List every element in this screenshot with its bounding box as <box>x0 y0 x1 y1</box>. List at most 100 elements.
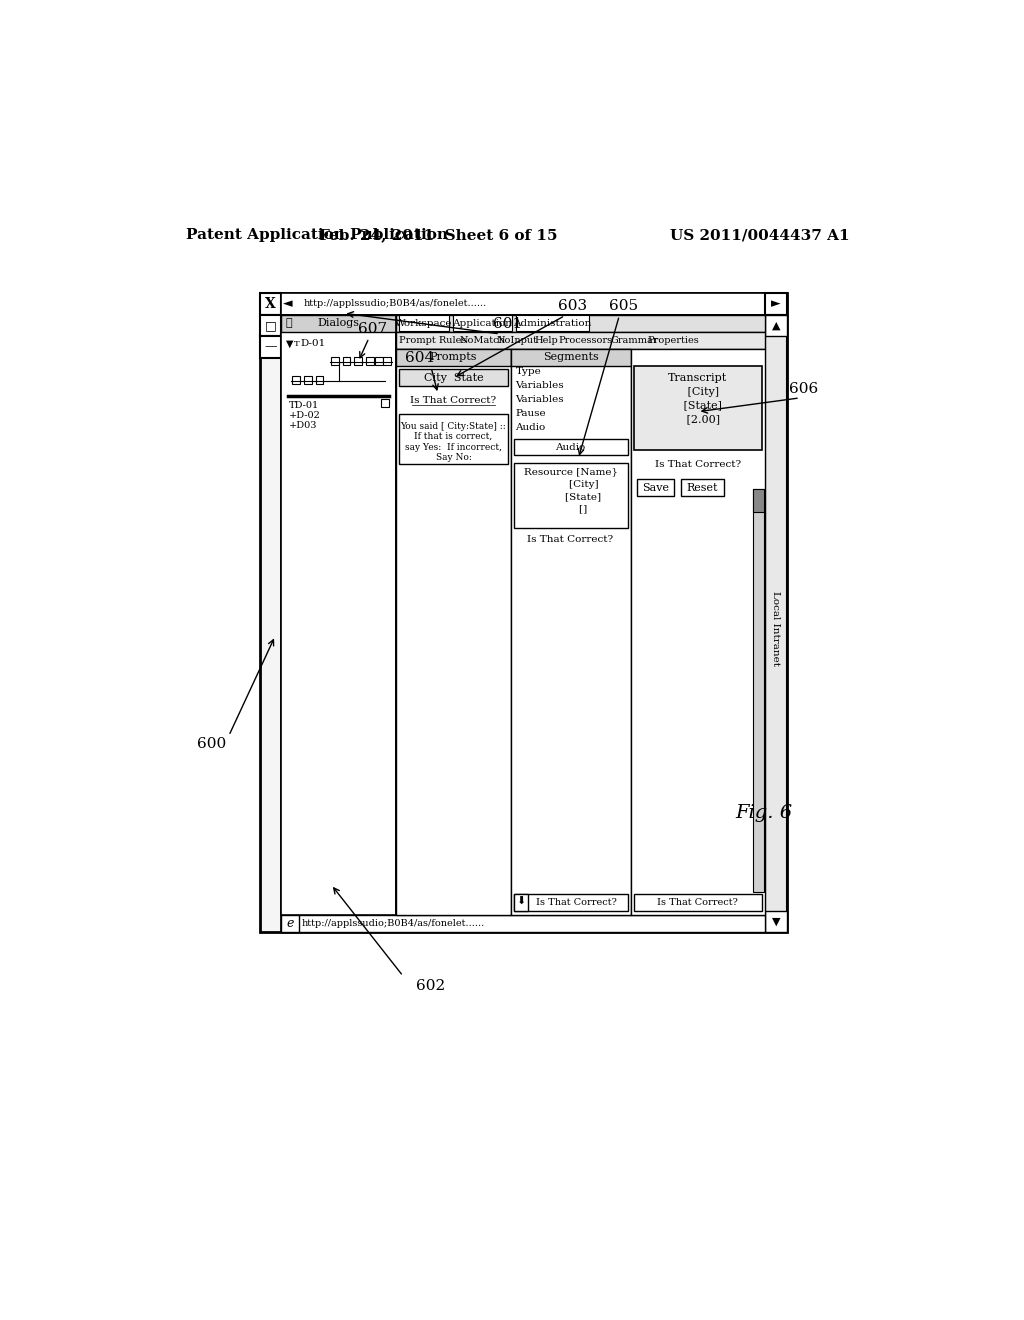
Text: Variables: Variables <box>515 381 564 389</box>
Bar <box>514 440 628 455</box>
Text: Pause: Pause <box>515 409 546 417</box>
Bar <box>511 348 631 366</box>
Bar <box>282 314 396 331</box>
Bar <box>282 915 765 932</box>
Bar <box>381 400 389 407</box>
Bar <box>453 315 512 331</box>
Text: 606: 606 <box>790 381 818 396</box>
Bar <box>396 314 765 915</box>
Bar <box>260 314 282 337</box>
Text: Grammar: Grammar <box>610 335 657 345</box>
Text: ▼: ▼ <box>286 339 294 348</box>
Bar <box>282 314 396 915</box>
Text: Workspace: Workspace <box>394 318 452 327</box>
Bar <box>765 314 786 337</box>
Text: Properties: Properties <box>648 335 699 345</box>
Text: Prompts: Prompts <box>430 352 477 362</box>
Text: +D03: +D03 <box>289 421 316 430</box>
Bar <box>399 370 508 387</box>
Text: Local Intranet: Local Intranet <box>771 590 780 665</box>
Text: Feb. 24, 2011  Sheet 6 of 15: Feb. 24, 2011 Sheet 6 of 15 <box>318 228 557 243</box>
Bar <box>260 293 786 932</box>
Text: Is That Correct?: Is That Correct? <box>657 898 738 907</box>
Bar <box>315 376 324 384</box>
Text: +D-02: +D-02 <box>289 411 321 420</box>
Text: ►: ► <box>771 297 780 310</box>
Text: Patent Application Publication: Patent Application Publication <box>186 228 449 243</box>
Text: 601: 601 <box>494 317 522 331</box>
Text: TD-01: TD-01 <box>289 401 318 411</box>
Bar <box>331 358 339 364</box>
Bar <box>514 894 628 911</box>
Text: Is That Correct?: Is That Correct? <box>537 898 617 907</box>
Text: Prompt Rules: Prompt Rules <box>399 335 467 345</box>
Text: D-01: D-01 <box>300 339 326 348</box>
Text: Reset: Reset <box>686 483 718 492</box>
Bar <box>383 358 391 364</box>
Bar <box>282 314 765 932</box>
Text: ▼: ▼ <box>772 916 780 927</box>
Text: Fig. 6: Fig. 6 <box>735 804 792 822</box>
Bar <box>681 479 724 496</box>
Bar <box>304 376 311 384</box>
Text: 607: 607 <box>358 322 387 335</box>
Text: [City]: [City] <box>543 479 598 488</box>
Bar <box>634 366 762 450</box>
Text: Audio: Audio <box>555 442 586 451</box>
Bar <box>765 314 786 932</box>
Text: T: T <box>294 341 299 348</box>
Text: Segments: Segments <box>543 352 598 362</box>
Text: 603: 603 <box>558 300 588 313</box>
Text: http://applssudio;B0B4/as/fonelet......: http://applssudio;B0B4/as/fonelet...... <box>303 300 486 309</box>
Text: Processors: Processors <box>559 335 613 345</box>
Text: Type: Type <box>515 367 542 376</box>
Bar <box>282 915 299 932</box>
Bar <box>366 358 374 364</box>
Bar <box>375 358 383 364</box>
Text: Variables: Variables <box>515 395 564 404</box>
Text: —: — <box>264 341 276 354</box>
Text: Application: Application <box>452 318 512 327</box>
Bar <box>343 358 350 364</box>
Text: Administration: Administration <box>513 318 591 327</box>
Text: e: e <box>287 917 294 931</box>
Bar <box>260 337 282 358</box>
Bar <box>634 894 762 911</box>
Bar <box>396 331 765 348</box>
Text: Is That Correct?: Is That Correct? <box>654 459 740 469</box>
Text: City  State: City State <box>424 372 483 383</box>
Text: US 2011/0044437 A1: US 2011/0044437 A1 <box>671 228 850 243</box>
Text: 602: 602 <box>416 979 444 993</box>
Bar <box>292 376 300 384</box>
Bar <box>396 348 511 915</box>
Text: You said [ City:State] ::
If that is correct,
say Yes:  If incorrect,
Say No:: You said [ City:State] :: If that is cor… <box>400 422 507 462</box>
Bar <box>282 293 765 314</box>
Text: [State]: [State] <box>673 400 722 411</box>
Text: 🔍: 🔍 <box>286 318 293 329</box>
Bar <box>514 462 628 528</box>
Bar <box>354 358 362 364</box>
Bar <box>396 314 765 331</box>
Bar <box>260 293 282 314</box>
Text: http://applssudio;B0B4/as/fonelet......: http://applssudio;B0B4/as/fonelet...... <box>302 919 484 928</box>
Text: ◄: ◄ <box>283 297 293 310</box>
Bar <box>753 488 764 892</box>
Text: Resource [Name}: Resource [Name} <box>523 467 617 477</box>
Text: Help: Help <box>535 335 558 345</box>
Text: Is That Correct?: Is That Correct? <box>527 535 613 544</box>
Text: [2.00]: [2.00] <box>676 414 720 425</box>
Text: Transcript: Transcript <box>668 372 727 383</box>
Bar <box>511 348 631 915</box>
Bar <box>753 488 764 512</box>
Text: Is That Correct?: Is That Correct? <box>411 396 497 405</box>
Bar <box>765 293 786 314</box>
Text: []: [] <box>553 504 588 513</box>
Text: 605: 605 <box>608 300 638 313</box>
Text: ⬇: ⬇ <box>516 898 525 907</box>
Text: NoMatch: NoMatch <box>460 335 505 345</box>
Bar <box>765 911 786 932</box>
Bar <box>399 315 449 331</box>
Text: [State]: [State] <box>540 492 601 500</box>
Bar <box>514 894 528 911</box>
Text: 604: 604 <box>404 351 434 364</box>
